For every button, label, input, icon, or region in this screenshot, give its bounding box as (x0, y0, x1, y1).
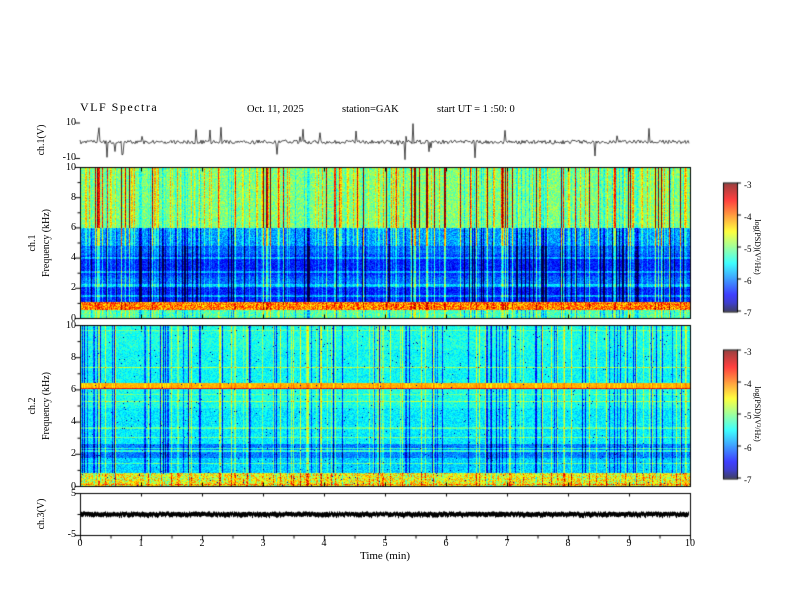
x-tick-label-1: 1 (138, 538, 144, 549)
x-tick-label-6: 6 (443, 538, 449, 549)
ch2-spec-y-tick-8: 8 (71, 351, 76, 363)
start-ut-label: start UT = 1 :50: 0 (437, 104, 515, 115)
x-tick-label-7: 7 (504, 538, 510, 549)
x-tick-label-4: 4 (321, 538, 327, 549)
x-tick-label-5: 5 (382, 538, 388, 549)
colorbar1-tick--5: -5 (744, 243, 752, 254)
ch1-spec-y-tick-2: 2 (71, 282, 76, 294)
x-tick-label-9: 9 (626, 538, 632, 549)
x-tick-label-8: 8 (565, 538, 571, 549)
x-tick-label-2: 2 (199, 538, 205, 549)
colorbar2-tick--7: -7 (744, 474, 752, 485)
ch1-waveform-y-tick-neg10: -10 (62, 152, 76, 163)
x-tick-label-0: 0 (77, 538, 83, 549)
date-label: Oct. 11, 2025 (247, 104, 304, 115)
ch3-y-tick-5: 5 (71, 488, 76, 499)
ch2-spec-y-tick-6: 6 (71, 383, 76, 395)
ch1-spec-y-tick-0: 0 (71, 312, 76, 324)
ch2-spec-y-tick-10: 10 (66, 319, 76, 331)
ch2-frequency-axis-label: Frequency (kHz) (41, 371, 52, 441)
colorbar2-label: log(PSD)(V²/Hz) (753, 386, 762, 442)
colorbar2-tick--4: -4 (744, 378, 752, 389)
ch1-spec-y-tick-8: 8 (71, 191, 76, 203)
colorbar1-tick--4: -4 (744, 211, 752, 222)
colorbar1-tick--6: -6 (744, 275, 752, 286)
colorbar1-label: log(PSD)(V²/Hz) (753, 219, 762, 275)
ch1-waveform-y-tick-10: 10 (66, 117, 76, 128)
ch2-spec-y-tick-2: 2 (71, 448, 76, 460)
ch1-spec-y-tick-10: 10 (66, 161, 76, 173)
colorbar2-tick--5: -5 (744, 410, 752, 421)
station-label: station=GAK (342, 104, 399, 115)
colorbar2-tick--6: -6 (744, 442, 752, 453)
colorbar1-tick--7: -7 (744, 307, 752, 318)
ch1-voltage-axis-label: ch.1(V) (36, 124, 47, 156)
colorbar2-tick--3: -3 (744, 346, 752, 357)
colorbar1-tick--3: -3 (744, 179, 752, 190)
ch3-y-tick-neg5: -5 (67, 529, 76, 540)
ch1-spec-y-tick-6: 6 (71, 221, 76, 233)
ch3-voltage-axis-label: ch.3(V) (36, 498, 47, 530)
ch2-channel-label: ch.2 (27, 397, 38, 415)
x-axis-title: Time (min) (359, 550, 411, 562)
ch1-spec-y-tick-4: 4 (71, 252, 76, 264)
ch2-spec-y-tick-0: 0 (71, 480, 76, 492)
x-tick-label-10: 10 (685, 538, 695, 549)
ch1-frequency-axis-label: Frequency (kHz) (41, 208, 52, 278)
ch1-channel-label: ch.1 (27, 234, 38, 252)
x-tick-label-3: 3 (260, 538, 266, 549)
figure-title: VLF Spectra (80, 100, 159, 114)
ch2-spec-y-tick-4: 4 (71, 416, 76, 428)
